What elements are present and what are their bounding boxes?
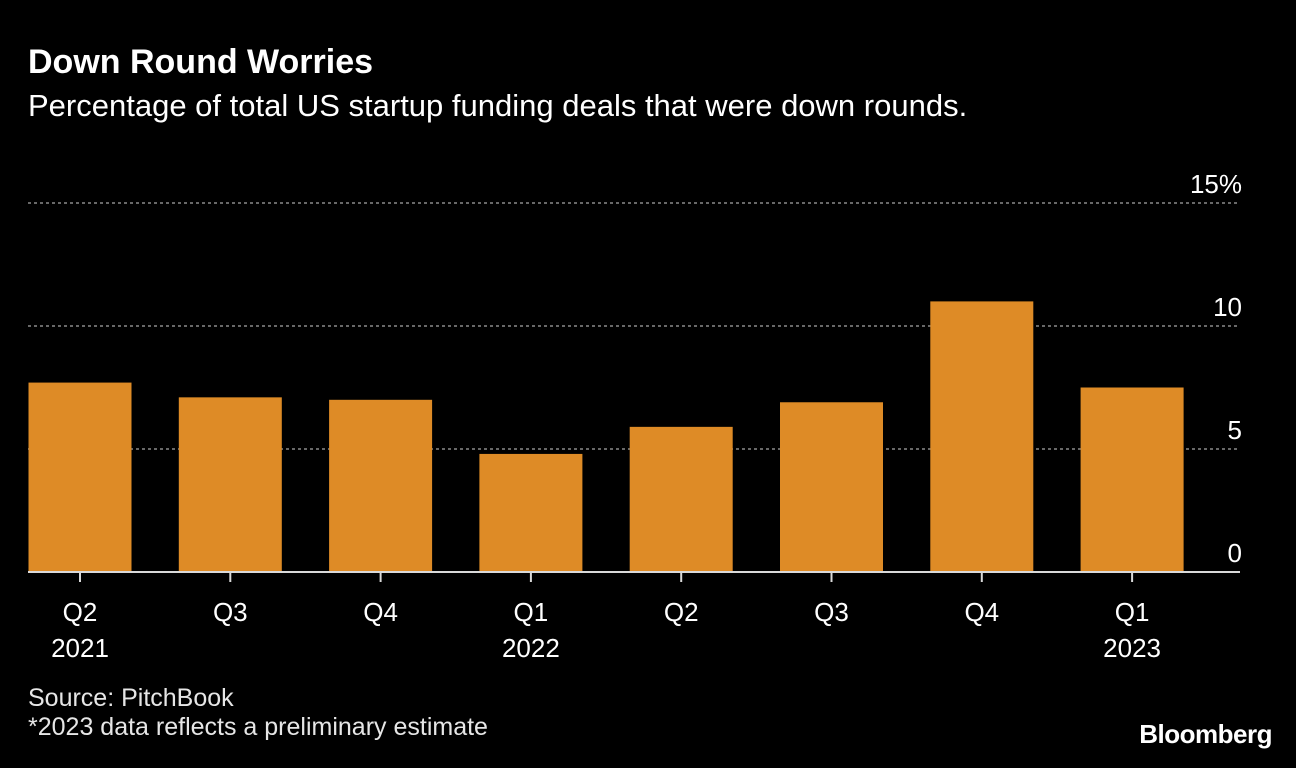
x-tick-label-quarter: Q2 (63, 597, 98, 627)
bloomberg-logo: Bloomberg (1139, 719, 1272, 749)
y-tick-label: 10 (1213, 292, 1242, 322)
y-axis-labels: 0 5 10 15% (1190, 169, 1242, 568)
bar-q4-2022 (930, 301, 1034, 572)
x-tick-label-year: 2023 (1103, 633, 1161, 663)
bar-q1-2022 (479, 453, 583, 572)
x-tick-label-year: 2021 (51, 633, 109, 663)
x-tick-label-quarter: Q1 (514, 597, 549, 627)
bar-chart: 0 5 10 15% Q2 2021 Q3 Q4 Q1 2022 Q2 Q3 Q4 Q1 2023 (28, 169, 1242, 663)
x-axis (28, 571, 1240, 582)
bar-q3-2022 (780, 402, 883, 572)
bar-q3-2021 (178, 397, 282, 572)
x-axis-labels: Q2 2021 Q3 Q4 Q1 2022 Q2 Q3 Q4 Q1 2023 (51, 597, 1161, 663)
y-tick-label: 15% (1190, 169, 1242, 199)
x-tick-label-year: 2022 (502, 633, 560, 663)
x-tick-label-quarter: Q3 (814, 597, 849, 627)
chart-subtitle: Percentage of total US startup funding d… (28, 88, 968, 123)
bar-q2-2021 (28, 382, 132, 572)
x-tick-label-quarter: Q2 (664, 597, 699, 627)
x-tick-label-quarter: Q4 (964, 597, 999, 627)
x-tick-label-quarter: Q3 (213, 597, 248, 627)
y-tick-label: 0 (1228, 538, 1242, 568)
source-note: Source: PitchBook (28, 684, 234, 712)
bar-q4-2021 (329, 399, 433, 572)
y-tick-label: 5 (1228, 415, 1242, 445)
x-tick-label-quarter: Q4 (363, 597, 398, 627)
footnote: *2023 data reflects a preliminary estima… (28, 713, 488, 741)
x-tick-label-quarter: Q1 (1115, 597, 1150, 627)
bar-q1-2023 (1080, 387, 1184, 572)
bar-q2-2022 (629, 426, 733, 572)
chart-title: Down Round Worries (28, 43, 374, 81)
bars (28, 301, 1184, 572)
